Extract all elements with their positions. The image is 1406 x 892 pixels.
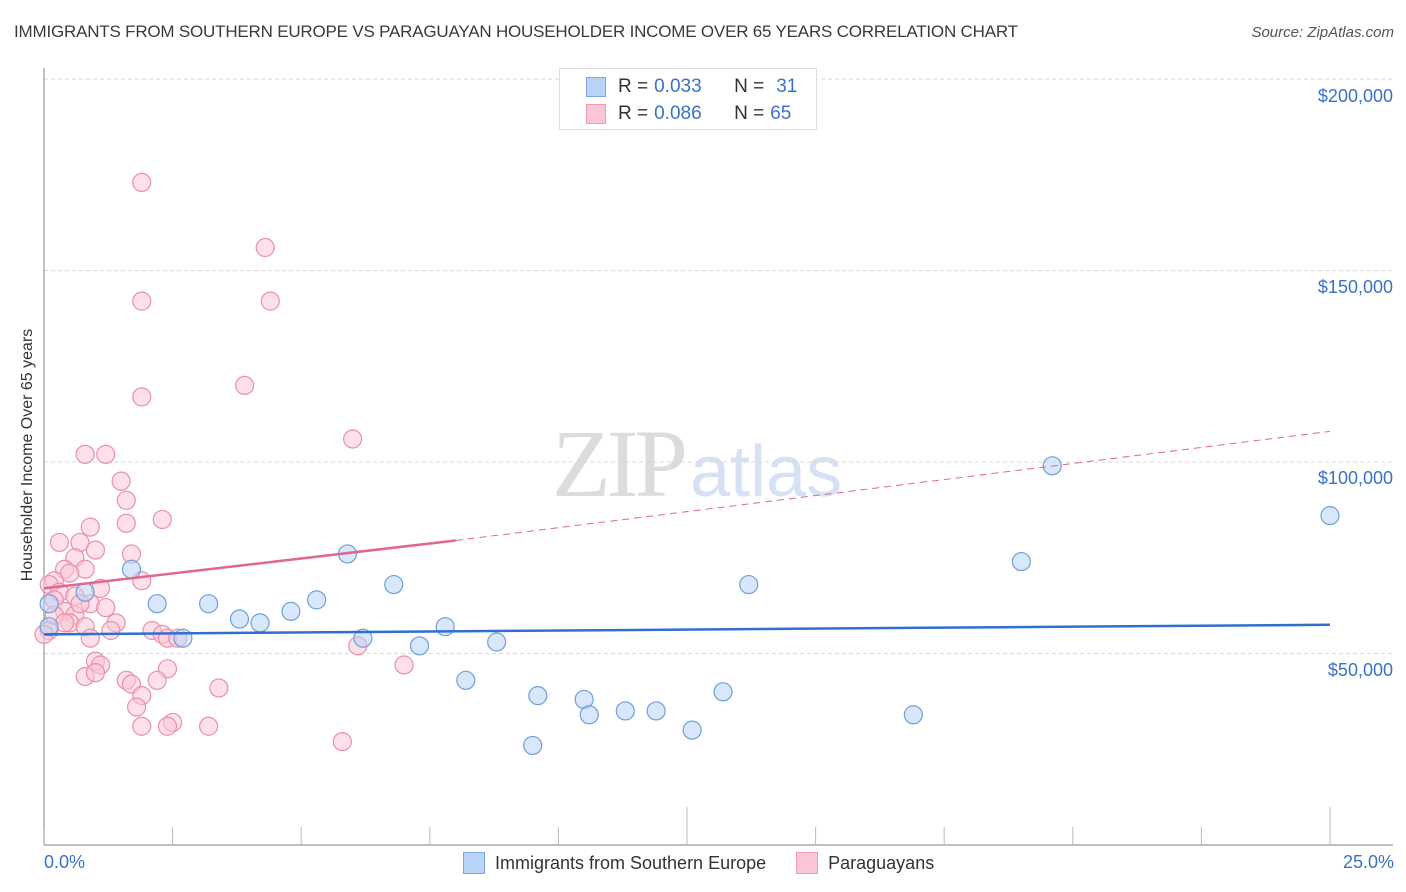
data-point[interactable]	[615, 701, 635, 721]
legend-label: Immigrants from Southern Europe	[495, 852, 767, 873]
pink-swatch-icon	[586, 104, 606, 124]
paraguayans-points	[34, 172, 414, 752]
data-point[interactable]	[1011, 551, 1031, 572]
data-point[interactable]	[487, 632, 507, 652]
data-point[interactable]	[111, 471, 131, 491]
data-point[interactable]	[60, 563, 80, 583]
legend-item-southern-europe[interactable]: Immigrants from Southern Europe	[463, 852, 766, 874]
data-point[interactable]	[435, 617, 455, 637]
paraguayans-trend-line	[43, 539, 456, 590]
data-point[interactable]	[75, 444, 95, 464]
r-value: 0.086	[654, 103, 702, 124]
data-point[interactable]	[229, 609, 250, 629]
southern-europe-points	[39, 456, 1340, 756]
y-axis-label: Householder Income Over 65 years	[19, 328, 36, 582]
data-point[interactable]	[173, 628, 193, 648]
source-label: Source: ZipAtlas.com	[1251, 24, 1394, 41]
blue-swatch-icon	[586, 77, 606, 97]
data-point[interactable]	[80, 517, 100, 537]
data-point[interactable]	[739, 574, 759, 595]
n-label: N =	[734, 76, 765, 97]
axes	[43, 68, 1393, 846]
data-point[interactable]	[307, 590, 327, 610]
data-point[interactable]	[332, 731, 352, 752]
data-point[interactable]	[96, 444, 116, 464]
data-point[interactable]	[199, 594, 219, 614]
y-tick-100k: $100,000	[1317, 468, 1393, 488]
data-point[interactable]	[903, 705, 923, 725]
data-point[interactable]	[126, 697, 147, 717]
data-point[interactable]	[132, 716, 152, 736]
n-label: N =	[734, 103, 765, 124]
x-tick-max: 25.0%	[1342, 852, 1394, 872]
legend-label: Paraguayans	[828, 852, 935, 873]
data-point[interactable]	[132, 172, 152, 193]
data-point[interactable]	[235, 375, 255, 395]
data-point[interactable]	[101, 620, 121, 641]
data-point[interactable]	[384, 574, 404, 595]
r-label: R =	[618, 103, 649, 124]
stats-row-paraguayans: R = 0.086 N = 65	[586, 102, 791, 126]
trend-lines	[43, 430, 1331, 636]
data-point[interactable]	[80, 628, 100, 648]
data-point[interactable]	[147, 670, 167, 690]
stats-row-southern-europe: R = 0.033 N = 31	[586, 75, 797, 99]
data-point[interactable]	[579, 705, 599, 725]
r-value: 0.033	[654, 76, 702, 97]
data-point[interactable]	[96, 597, 116, 618]
gridlines	[44, 78, 1393, 654]
data-point[interactable]	[260, 291, 280, 311]
data-point[interactable]	[157, 716, 178, 736]
r-label: R =	[618, 76, 649, 97]
n-value: 31	[776, 76, 798, 97]
data-point[interactable]	[121, 559, 142, 579]
n-value: 65	[770, 103, 792, 124]
data-point[interactable]	[39, 594, 59, 614]
data-point[interactable]	[646, 701, 666, 721]
blue-swatch-icon	[463, 852, 485, 874]
data-point[interactable]	[116, 513, 136, 533]
data-point[interactable]	[132, 291, 152, 311]
southern-europe-trend-line	[43, 623, 1331, 636]
data-point[interactable]	[132, 387, 152, 407]
data-point[interactable]	[250, 613, 270, 633]
correlation-stats-box: R = 0.033 N = 31 R = 0.086 N = 65	[559, 68, 817, 130]
data-point[interactable]	[394, 655, 414, 675]
data-point[interactable]	[682, 720, 702, 740]
data-point[interactable]	[85, 663, 106, 683]
data-point[interactable]	[528, 686, 548, 706]
data-point[interactable]	[147, 594, 167, 614]
data-point[interactable]	[409, 636, 430, 656]
y-tick-50k: $50,000	[1327, 660, 1393, 680]
chart-legend: Immigrants from Southern Europe Paraguay…	[463, 852, 964, 874]
data-point[interactable]	[39, 617, 59, 637]
data-point[interactable]	[713, 682, 733, 702]
data-point[interactable]	[152, 509, 172, 530]
x-tick-min: 0.0%	[44, 852, 86, 872]
chart-title: IMMIGRANTS FROM SOUTHERN EUROPE VS PARAG…	[14, 22, 1018, 41]
data-point[interactable]	[199, 716, 219, 736]
data-point[interactable]	[85, 540, 106, 560]
data-point[interactable]	[523, 735, 543, 756]
data-point[interactable]	[49, 532, 70, 553]
pink-swatch-icon	[796, 852, 819, 874]
y-tick-200k: $200,000	[1317, 86, 1393, 106]
data-point[interactable]	[1320, 506, 1340, 526]
data-point[interactable]	[281, 601, 301, 621]
data-point[interactable]	[116, 490, 136, 510]
data-point[interactable]	[456, 670, 476, 690]
data-point[interactable]	[353, 628, 373, 648]
data-point[interactable]	[75, 582, 95, 602]
data-point[interactable]	[209, 678, 229, 698]
data-point[interactable]	[343, 429, 363, 449]
data-point[interactable]	[255, 237, 275, 258]
y-tick-150k: $150,000	[1317, 277, 1393, 297]
paraguayans-trend-extension	[455, 430, 1331, 542]
legend-item-paraguayans[interactable]: Paraguayans	[796, 852, 934, 874]
